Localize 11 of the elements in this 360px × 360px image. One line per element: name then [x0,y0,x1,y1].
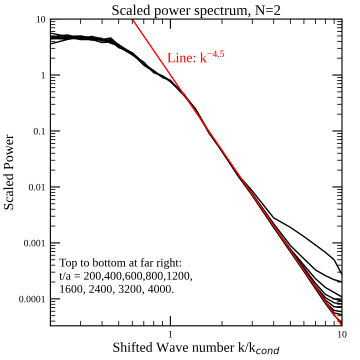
y-tick-label: 0.0001 [19,296,45,302]
y-tick-label: 10 [36,16,46,23]
y-tick-label: 1 [42,72,45,78]
y-axis-title: Scaled Power [3,134,14,210]
annotation: Line: k$^{−4.5}$ [167,50,224,62]
y-tick-label: 0.01 [28,184,45,190]
x-axis-title: Shifted Wave number k/k$_{cond}$ [113,342,280,354]
chart-title: Scaled power spectrum, N=2 [112,4,280,18]
annotation: Top to bottom at far right: t/a = 200,400,600,800,1200, 1600, 2400, 3200, 4000. [59,258,192,295]
y-tick-label: 0.001 [24,240,45,246]
y-tick-label: 0.1 [34,128,45,135]
